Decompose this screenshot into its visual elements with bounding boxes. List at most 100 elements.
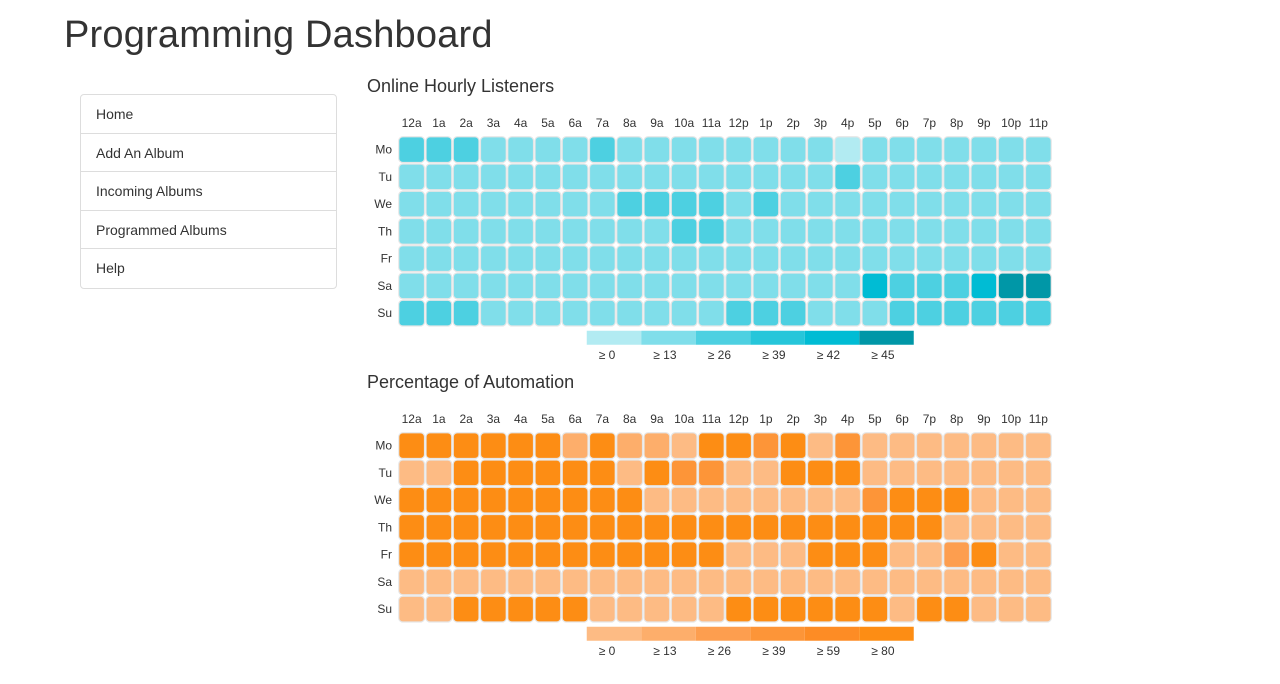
heatmap-cell[interactable]	[425, 272, 453, 300]
heatmap-cell[interactable]	[861, 217, 889, 245]
heatmap-cell[interactable]	[561, 486, 589, 514]
heatmap-cell[interactable]	[588, 245, 616, 273]
heatmap-cell[interactable]	[479, 272, 507, 300]
heatmap-cell[interactable]	[616, 163, 644, 191]
heatmap-cell[interactable]	[479, 486, 507, 514]
heatmap-cell[interactable]	[725, 272, 753, 300]
sidebar-item-home[interactable]: Home	[81, 95, 336, 134]
heatmap-cell[interactable]	[697, 245, 725, 273]
heatmap-cell[interactable]	[725, 245, 753, 273]
heatmap-cell[interactable]	[752, 136, 780, 164]
heatmap-cell[interactable]	[779, 299, 807, 327]
heatmap-cell[interactable]	[670, 459, 698, 487]
heatmap-cell[interactable]	[834, 432, 862, 460]
heatmap-cell[interactable]	[697, 432, 725, 460]
heatmap-cell[interactable]	[452, 190, 480, 218]
heatmap-cell[interactable]	[725, 541, 753, 569]
heatmap-cell[interactable]	[806, 299, 834, 327]
heatmap-cell[interactable]	[479, 163, 507, 191]
heatmap-cell[interactable]	[507, 190, 535, 218]
heatmap-cell[interactable]	[616, 432, 644, 460]
heatmap-cell[interactable]	[616, 568, 644, 596]
heatmap-cell[interactable]	[425, 541, 453, 569]
heatmap-cell[interactable]	[806, 217, 834, 245]
heatmap-cell[interactable]	[915, 299, 943, 327]
heatmap-cell[interactable]	[398, 163, 426, 191]
heatmap-cell[interactable]	[507, 217, 535, 245]
heatmap-cell[interactable]	[452, 568, 480, 596]
heatmap-cell[interactable]	[616, 595, 644, 623]
heatmap-cell[interactable]	[670, 136, 698, 164]
heatmap-cell[interactable]	[507, 272, 535, 300]
heatmap-cell[interactable]	[834, 217, 862, 245]
heatmap-cell[interactable]	[915, 272, 943, 300]
heatmap-cell[interactable]	[915, 486, 943, 514]
heatmap-cell[interactable]	[779, 595, 807, 623]
heatmap-cell[interactable]	[1024, 513, 1052, 541]
heatmap-cell[interactable]	[861, 568, 889, 596]
heatmap-cell[interactable]	[697, 217, 725, 245]
heatmap-cell[interactable]	[861, 595, 889, 623]
heatmap-cell[interactable]	[1024, 486, 1052, 514]
heatmap-cell[interactable]	[425, 299, 453, 327]
heatmap-cell[interactable]	[915, 217, 943, 245]
heatmap-cell[interactable]	[534, 568, 562, 596]
heatmap-cell[interactable]	[725, 299, 753, 327]
heatmap-cell[interactable]	[970, 459, 998, 487]
heatmap-cell[interactable]	[915, 163, 943, 191]
heatmap-cell[interactable]	[616, 136, 644, 164]
heatmap-cell[interactable]	[452, 541, 480, 569]
heatmap-cell[interactable]	[588, 459, 616, 487]
heatmap-cell[interactable]	[861, 190, 889, 218]
heatmap-cell[interactable]	[534, 513, 562, 541]
sidebar-item-programmed-albums[interactable]: Programmed Albums	[81, 211, 336, 250]
heatmap-cell[interactable]	[970, 190, 998, 218]
heatmap-cell[interactable]	[997, 163, 1025, 191]
heatmap-cell[interactable]	[452, 595, 480, 623]
heatmap-cell[interactable]	[670, 190, 698, 218]
heatmap-cell[interactable]	[915, 459, 943, 487]
heatmap-cell[interactable]	[752, 459, 780, 487]
heatmap-cell[interactable]	[588, 595, 616, 623]
heatmap-cell[interactable]	[1024, 163, 1052, 191]
heatmap-cell[interactable]	[1024, 568, 1052, 596]
heatmap-cell[interactable]	[915, 568, 943, 596]
heatmap-cell[interactable]	[888, 541, 916, 569]
heatmap-cell[interactable]	[561, 272, 589, 300]
heatmap-cell[interactable]	[779, 136, 807, 164]
heatmap-cell[interactable]	[561, 163, 589, 191]
heatmap-cell[interactable]	[970, 432, 998, 460]
heatmap-cell[interactable]	[616, 541, 644, 569]
heatmap-cell[interactable]	[534, 459, 562, 487]
heatmap-cell[interactable]	[425, 217, 453, 245]
heatmap-cell[interactable]	[643, 459, 671, 487]
heatmap-cell[interactable]	[561, 245, 589, 273]
heatmap-cell[interactable]	[507, 541, 535, 569]
heatmap-cell[interactable]	[425, 595, 453, 623]
heatmap-cell[interactable]	[479, 432, 507, 460]
heatmap-cell[interactable]	[670, 163, 698, 191]
heatmap-cell[interactable]	[670, 245, 698, 273]
heatmap-cell[interactable]	[616, 459, 644, 487]
heatmap-cell[interactable]	[1024, 190, 1052, 218]
heatmap-cell[interactable]	[1024, 459, 1052, 487]
heatmap-cell[interactable]	[943, 459, 971, 487]
heatmap-cell[interactable]	[943, 272, 971, 300]
heatmap-cell[interactable]	[806, 459, 834, 487]
heatmap-cell[interactable]	[861, 163, 889, 191]
heatmap-cell[interactable]	[697, 459, 725, 487]
heatmap-cell[interactable]	[779, 541, 807, 569]
heatmap-cell[interactable]	[452, 432, 480, 460]
heatmap-cell[interactable]	[616, 245, 644, 273]
heatmap-cell[interactable]	[806, 568, 834, 596]
heatmap-cell[interactable]	[752, 568, 780, 596]
heatmap-cell[interactable]	[507, 432, 535, 460]
heatmap-cell[interactable]	[725, 190, 753, 218]
heatmap-cell[interactable]	[588, 299, 616, 327]
heatmap-cell[interactable]	[997, 459, 1025, 487]
heatmap-cell[interactable]	[943, 595, 971, 623]
heatmap-cell[interactable]	[725, 595, 753, 623]
heatmap-cell[interactable]	[398, 595, 426, 623]
heatmap-cell[interactable]	[997, 513, 1025, 541]
heatmap-cell[interactable]	[616, 513, 644, 541]
